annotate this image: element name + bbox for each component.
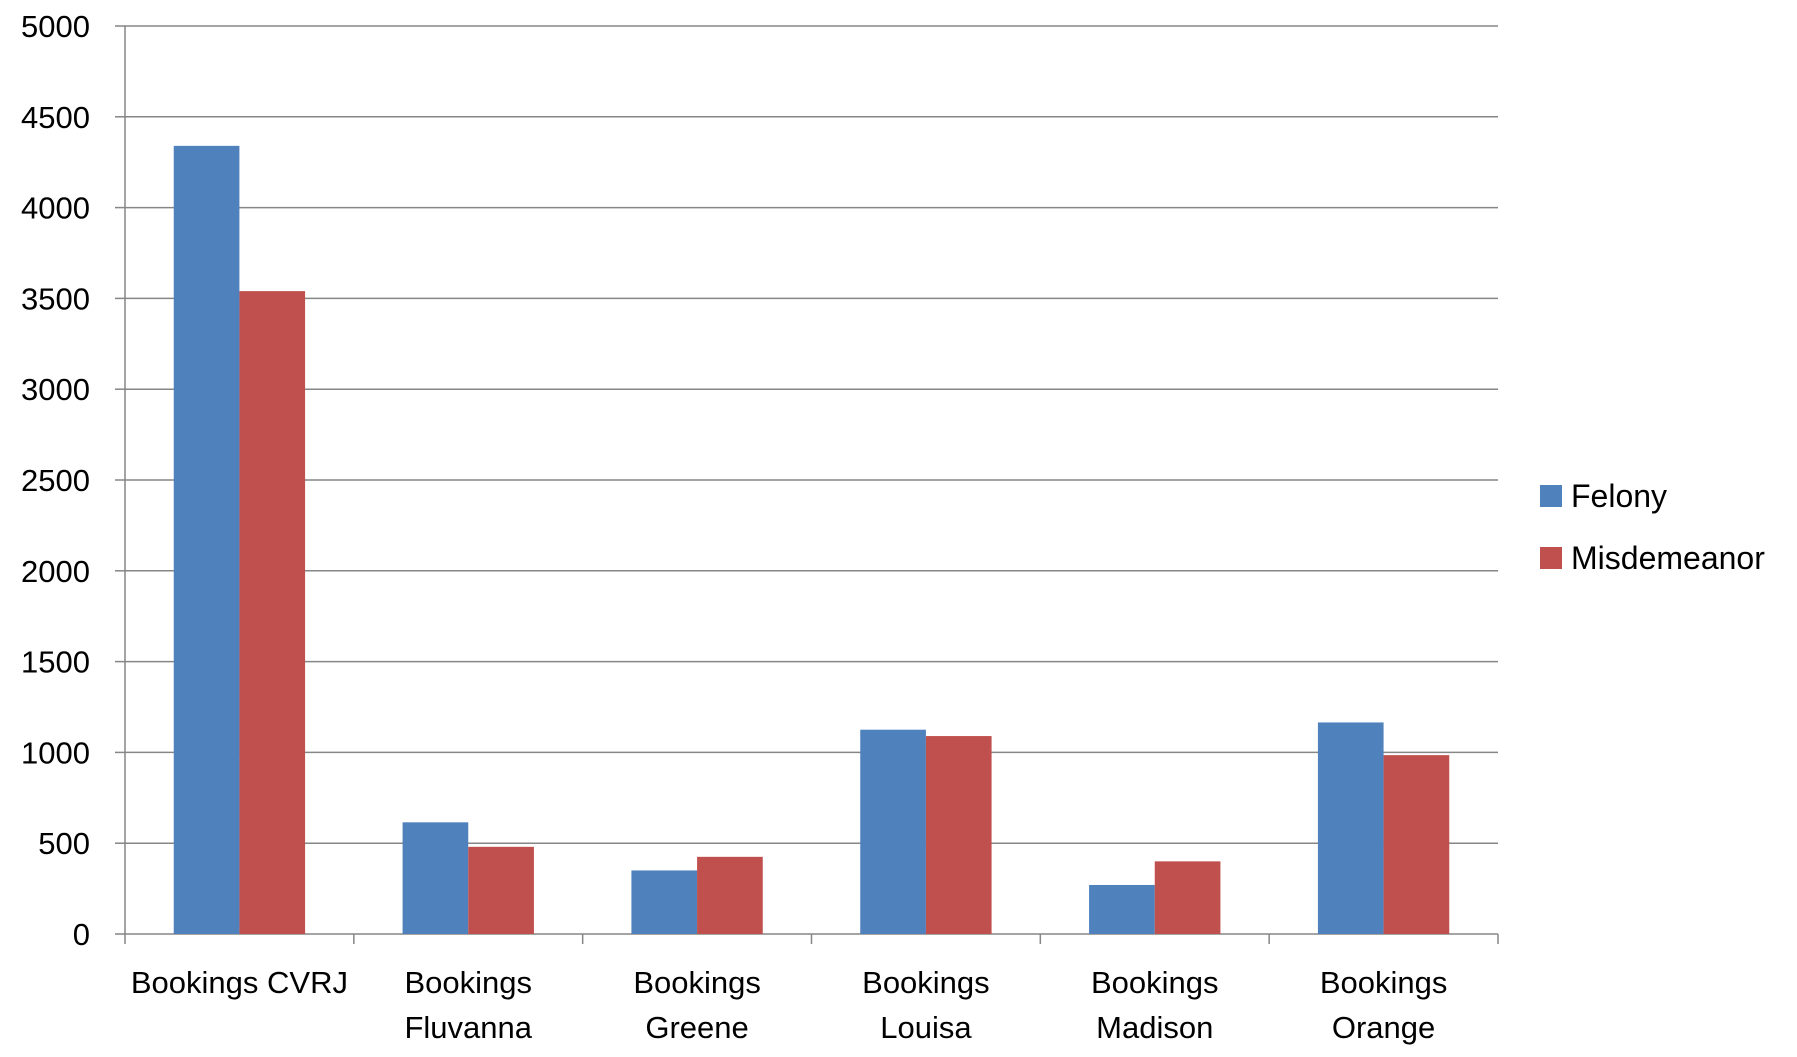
- bar-misdemeanor-4: [1154, 861, 1221, 934]
- legend-item-felony: Felony: [1540, 478, 1790, 514]
- y-tick-label: 2500: [21, 463, 90, 498]
- x-tick-label: Bookings CVRJ: [131, 965, 348, 1000]
- x-tick-label: Bookings: [862, 965, 990, 1000]
- bar-felony-2: [631, 870, 698, 934]
- x-tick-label: Fluvanna: [404, 1010, 532, 1045]
- y-tick-label: 4000: [21, 191, 90, 226]
- bar-felony-5: [1317, 722, 1384, 934]
- y-tick-label: 4500: [21, 100, 90, 135]
- legend-swatch-felony: [1540, 485, 1562, 507]
- y-tick-label: 3000: [21, 372, 90, 407]
- y-tick-label: 1500: [21, 645, 90, 680]
- bar-felony-4: [1089, 884, 1155, 934]
- bar-misdemeanor-1: [468, 846, 534, 934]
- x-tick-label: Bookings: [1091, 965, 1219, 1000]
- legend-item-misdemeanor: Misdemeanor: [1540, 540, 1790, 576]
- y-tick-label: 2000: [21, 554, 90, 589]
- x-tick-label: Orange: [1332, 1010, 1435, 1045]
- y-tick-label: 1000: [21, 735, 90, 770]
- legend-swatch-misdemeanor: [1540, 547, 1562, 569]
- legend-label-felony: Felony: [1571, 478, 1668, 514]
- x-tick-label: Bookings: [404, 965, 532, 1000]
- bar-felony-0: [173, 145, 240, 934]
- bar-misdemeanor-2: [697, 856, 763, 934]
- x-tick-label: Greene: [645, 1010, 748, 1045]
- bar-misdemeanor-5: [1383, 755, 1450, 934]
- y-tick-label: 500: [38, 826, 90, 861]
- x-tick-label: Bookings: [633, 965, 761, 1000]
- bar-misdemeanor-0: [239, 291, 306, 934]
- x-tick-label: Bookings: [1320, 965, 1448, 1000]
- y-tick-label: 0: [73, 917, 90, 952]
- y-tick-label: 3500: [21, 281, 90, 316]
- x-tick-label: Louisa: [880, 1010, 972, 1045]
- bar-felony-1: [402, 822, 469, 934]
- bar-misdemeanor-3: [925, 736, 992, 934]
- bar-felony-3: [860, 729, 926, 934]
- legend-label-misdemeanor: Misdemeanor: [1571, 540, 1765, 576]
- x-tick-label: Madison: [1096, 1010, 1213, 1045]
- chart-legend: Felony Misdemeanor: [1540, 478, 1790, 602]
- y-tick-label: 5000: [21, 9, 90, 44]
